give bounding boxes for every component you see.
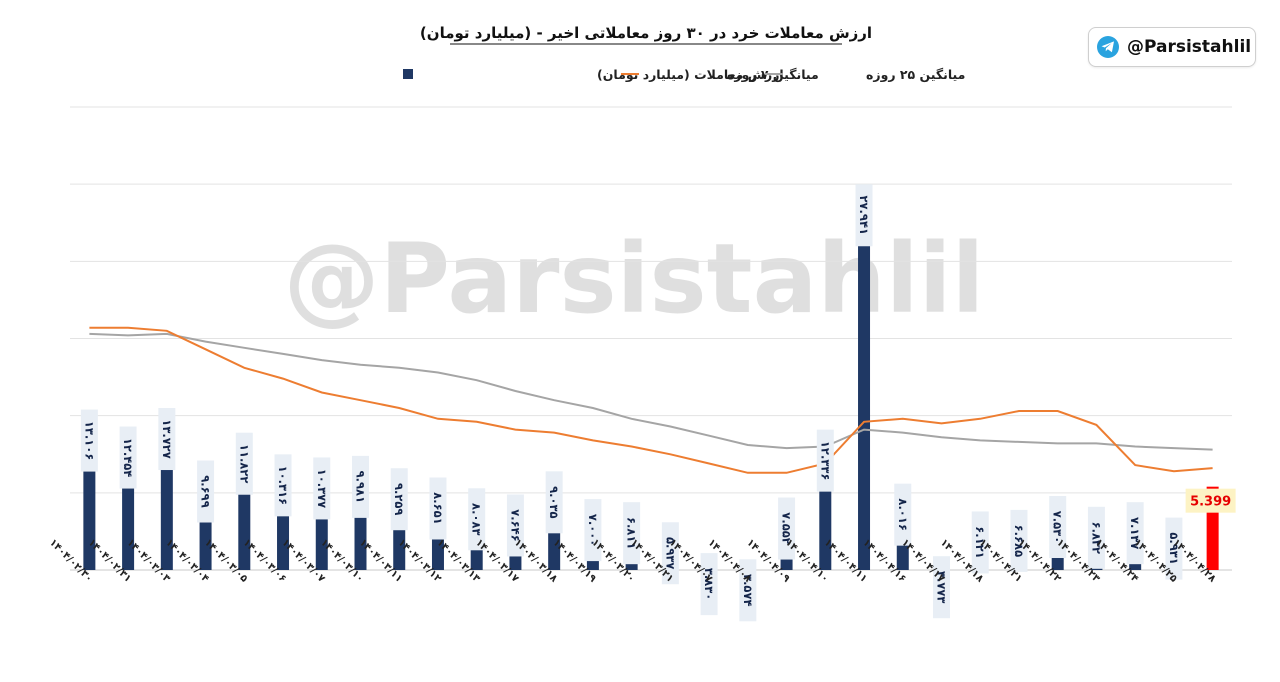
channel-badge[interactable]: @Parsistahlil [1088, 27, 1256, 67]
chart-title: ارزش معاملات خرد در ۳۰ روز معاملاتی اخیر… [420, 24, 872, 42]
data-label: ۱۰.۳۷۷ [315, 469, 329, 508]
data-label-bg [1049, 496, 1067, 559]
data-label: ۱۳.۷۲۷ [160, 419, 174, 458]
data-label: ۶.۶۸۵ [1012, 525, 1026, 557]
data-label-bg [700, 553, 718, 616]
data-label: ۷.۵۵۲ [780, 512, 794, 544]
legend: ارزش معاملات (میلیارد تومان)میانگین ۷ رو… [403, 67, 965, 82]
data-label-bg [468, 488, 486, 551]
data-label: ۲۷.۹۴۱ [857, 196, 871, 235]
data-label-bg [274, 454, 292, 517]
data-label: ۱۳.۱۰۶ [82, 421, 96, 460]
data-label: ۸.۰۸۳ [470, 503, 484, 535]
data-label-bg [1087, 506, 1105, 569]
data-label-bg [352, 455, 369, 518]
data-label-bg [1126, 502, 1144, 565]
data-label: ۵.۹۳۱ [1167, 532, 1181, 564]
data-label-highlight-bg [1185, 488, 1236, 513]
gridlines [70, 106, 1232, 571]
data-label-bg [545, 471, 563, 534]
data-label-bg [506, 494, 524, 557]
data-label: ۱۰.۳۱۶ [276, 466, 290, 505]
data-label-bg [778, 497, 796, 560]
data-label-bg [584, 499, 602, 562]
series-lines [89, 326, 1213, 474]
telegram-icon [1097, 36, 1119, 58]
data-label-bg [933, 556, 950, 619]
legend-ma25-label: میانگین ۲۵ روزه [866, 67, 965, 82]
data-label-bg [1010, 509, 1028, 572]
data-label: ۱۱.۸۲۲ [237, 444, 251, 483]
data-label-bg [855, 184, 873, 247]
data-label-bg [158, 408, 176, 471]
line-ma25 [89, 332, 1213, 451]
data-label-highlight: 5.399 [1190, 495, 1231, 510]
data-label-bg [313, 457, 331, 520]
legend-bar-label: ارزش معاملات (میلیارد تومان) [597, 67, 784, 82]
data-label-bg [661, 522, 679, 585]
data-label-bg [739, 559, 757, 622]
bar [858, 187, 871, 570]
data-label: ۳.۵۷۴ [741, 574, 755, 606]
data-label: ۸.۶۵۱ [431, 492, 445, 524]
data-label: ۳.۸۳۰ [702, 568, 716, 600]
data-label-bg [235, 432, 253, 495]
data-label-bg [390, 468, 408, 531]
data-label-bg [971, 511, 989, 574]
data-label: ۹.۶۹۹ [199, 475, 213, 507]
line-ma7 [89, 326, 1213, 474]
data-label: ۸.۰۱۶ [896, 498, 910, 530]
watermark: @Parsistahlil [284, 223, 985, 335]
legend-bar-swatch [403, 69, 413, 79]
data-label: ۶.۸۱۱ [625, 517, 639, 549]
data-label: ۷.۱۳۷ [1128, 517, 1142, 549]
data-label: ۱۲.۳۳۶ [818, 441, 832, 480]
data-label: ۵.۹۳۷ [663, 537, 677, 569]
data-label: ۶.۸۳۲ [1089, 522, 1103, 554]
data-label-bg [623, 502, 641, 565]
data-label: ۳.۷۷۳ [935, 571, 949, 603]
data-label-bg [894, 483, 912, 546]
data-label: ۷.۶۴۶ [508, 509, 522, 541]
data-label: ۹.۲۵۹ [392, 483, 406, 515]
data-label: ۷.۵۳۰ [1051, 511, 1065, 543]
data-label-bg [80, 409, 98, 472]
data-label-bg [429, 477, 447, 540]
data-label-bg [1165, 517, 1183, 580]
data-label: ۹.۰۳۵ [547, 486, 561, 518]
channel-handle: @Parsistahlil [1127, 37, 1252, 57]
data-label: ۱۲.۴۵۴ [121, 438, 135, 477]
data-label: ۶.۱۲۱ [973, 526, 987, 558]
data-label: ۹.۹۸۱ [354, 471, 368, 503]
data-label-bg [816, 429, 834, 492]
data-label: ۷.۰۰۰ [586, 514, 600, 546]
data-label-bg [119, 426, 137, 489]
data-labels: ۱۳.۱۰۶ ۱۲.۴۵۴ ۱۳.۷۲۷ ۹.۶۹۹ ۱۱.۸۲۲ ۱۰.۳۱۶ ۱۰.۳۷… [80, 184, 1236, 622]
data-label-bg [197, 460, 215, 523]
